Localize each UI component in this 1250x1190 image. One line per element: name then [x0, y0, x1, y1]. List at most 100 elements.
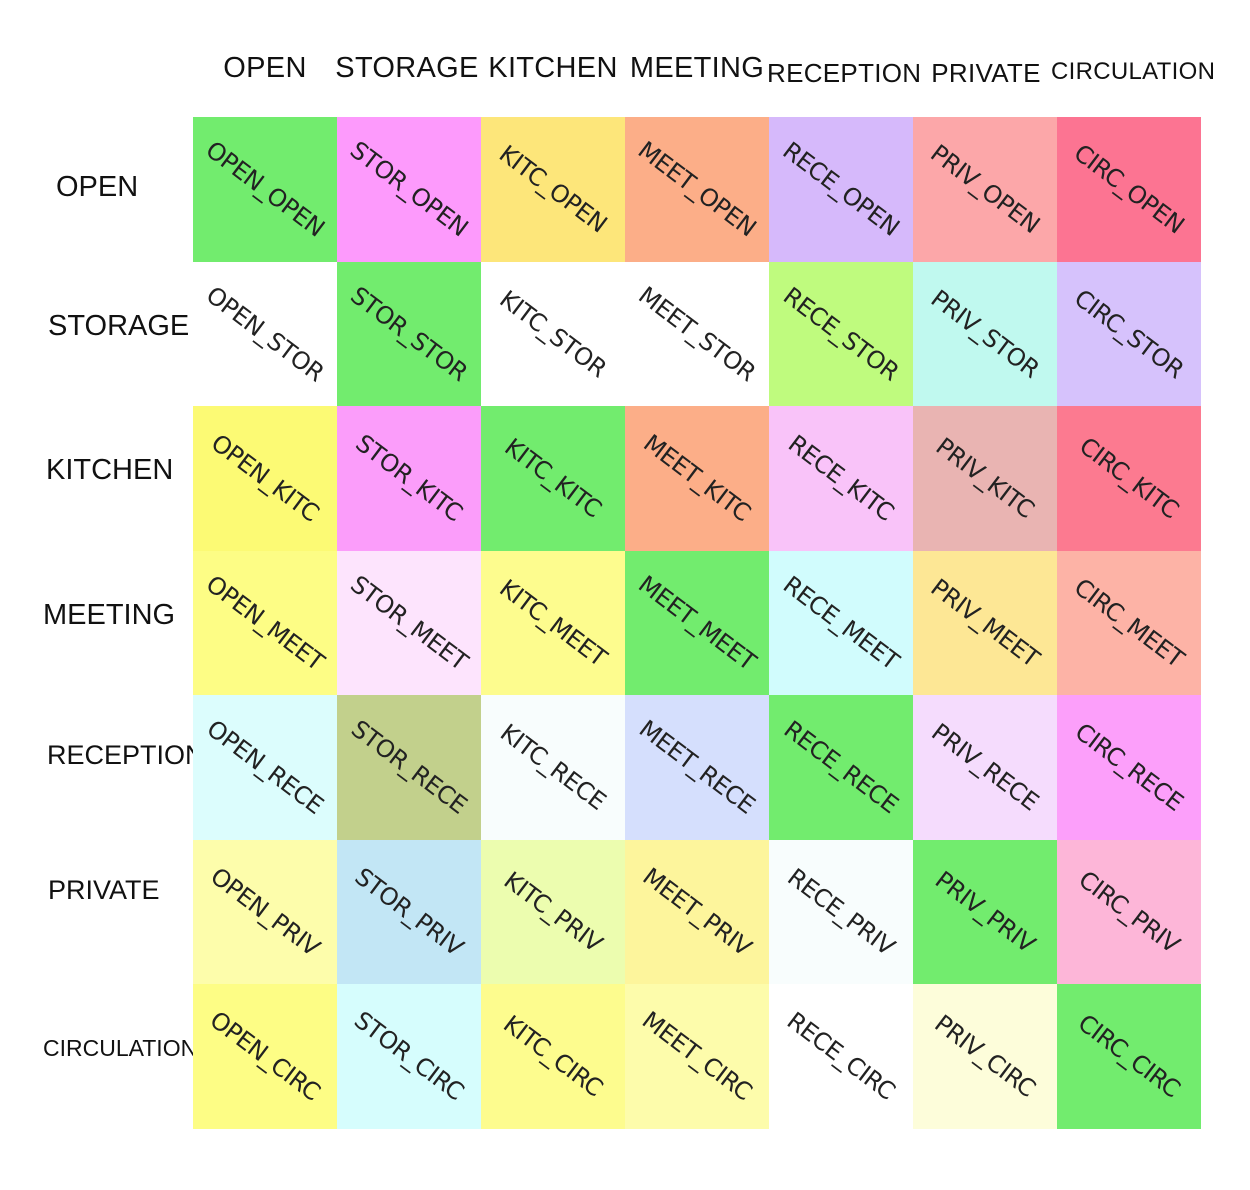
- matrix-cell-priv-stor: PRIV_STOR: [913, 261, 1057, 406]
- matrix-cell-rece-kitc: RECE_KITC: [769, 406, 913, 551]
- matrix-cell-label: RECE_STOR: [777, 281, 905, 387]
- matrix-cell-label: KITC_STOR: [494, 284, 612, 383]
- matrix-cell-label: CIRC_KITC: [1074, 432, 1184, 525]
- matrix-cell-circ-meet: CIRC_MEET: [1057, 550, 1201, 695]
- matrix-cell-label: OPEN_PRIV: [205, 861, 325, 962]
- matrix-cell-circ-circ: CIRC_CIRC: [1057, 984, 1201, 1129]
- matrix-cell-label: STOR_OPEN: [344, 136, 474, 243]
- matrix-cell-kitc-circ: KITC_CIRC: [481, 984, 625, 1129]
- matrix-cell-stor-open: STOR_OPEN: [337, 117, 481, 262]
- matrix-cell-rece-meet: RECE_MEET: [769, 550, 913, 695]
- matrix-cell-circ-stor: CIRC_STOR: [1057, 261, 1201, 406]
- matrix-cell-label: PRIV_PRIV: [929, 865, 1041, 959]
- matrix-cell-priv-open: PRIV_OPEN: [913, 117, 1057, 262]
- matrix-cell-open-priv: OPEN_PRIV: [193, 839, 337, 984]
- column-header-reception: RECEPTION: [767, 58, 922, 88]
- matrix-cell-kitc-meet: KITC_MEET: [481, 550, 625, 695]
- column-header-kitchen: KITCHEN: [488, 52, 618, 84]
- matrix-cell-kitc-stor: KITC_STOR: [481, 261, 625, 406]
- matrix-cell-circ-rece: CIRC_RECE: [1057, 695, 1201, 840]
- matrix-cell-circ-priv: CIRC_PRIV: [1057, 839, 1201, 984]
- matrix-cell-label: PRIV_MEET: [925, 573, 1045, 673]
- matrix-cell-label: PRIV_OPEN: [925, 139, 1045, 240]
- matrix-cell-meet-stor: MEET_STOR: [625, 261, 769, 406]
- matrix-cell-label: PRIV_CIRC: [929, 1009, 1041, 1104]
- row-headers: OPEN STORAGE KITCHEN MEETING RECEPTION PRIVAT…: [0, 0, 205, 1190]
- matrix-cell-open-meet: OPEN_MEET: [193, 550, 337, 695]
- matrix-cell-label: OPEN_STOR: [200, 280, 330, 387]
- adjacency-matrix: OPEN_OPEN STOR_OPEN KITC_OPEN MEET_OPEN RECE…: [193, 117, 1201, 1129]
- matrix-cell-label: CIRC_OPEN: [1068, 138, 1190, 240]
- matrix-cell-label: RECE_PRIV: [782, 862, 900, 961]
- matrix-cell-label: CIRC_CIRC: [1072, 1009, 1186, 1104]
- matrix-cell-label: MEET_CIRC: [636, 1006, 758, 1107]
- matrix-cell-stor-rece: STOR_RECE: [337, 695, 481, 840]
- matrix-cell-label: KITC_OPEN: [493, 139, 613, 239]
- matrix-cell-priv-priv: PRIV_PRIV: [913, 839, 1057, 984]
- matrix-cell-label: RECE_MEET: [777, 570, 905, 676]
- matrix-cell-label: OPEN_KITC: [205, 428, 325, 528]
- matrix-cell-stor-stor: STOR_STOR: [337, 261, 481, 406]
- matrix-cell-label: KITC_PRIV: [498, 865, 608, 958]
- matrix-cell-label: MEET_PRIV: [637, 862, 757, 962]
- matrix-cell-label: KITC_CIRC: [498, 1010, 608, 1103]
- row-header-meeting: MEETING: [43, 599, 176, 631]
- matrix-cell-label: CIRC_PRIV: [1073, 864, 1185, 959]
- matrix-cell-circ-open: CIRC_OPEN: [1057, 117, 1201, 262]
- matrix-cell-priv-rece: PRIV_RECE: [913, 695, 1057, 840]
- matrix-cell-label: OPEN_CIRC: [204, 1005, 326, 1107]
- matrix-cell-open-kitc: OPEN_KITC: [193, 406, 337, 551]
- matrix-cell-label: KITC_KITC: [499, 433, 607, 524]
- matrix-cell-priv-kitc: PRIV_KITC: [913, 406, 1057, 551]
- matrix-cell-label: RECE_RECE: [778, 715, 904, 820]
- column-header-circulation: CIRCULATION: [1051, 58, 1216, 85]
- row-header-circulation: CIRCULATION: [43, 1035, 198, 1061]
- matrix-cell-label: CIRC_STOR: [1069, 283, 1189, 384]
- matrix-cell-label: OPEN_MEET: [200, 569, 330, 676]
- column-header-storage: STORAGE: [335, 52, 479, 84]
- matrix-cell-priv-circ: PRIV_CIRC: [913, 984, 1057, 1129]
- column-header-meeting: MEETING: [629, 52, 765, 84]
- matrix-cell-circ-kitc: CIRC_KITC: [1057, 406, 1201, 551]
- matrix-cell-open-open: OPEN_OPEN: [193, 117, 337, 262]
- matrix-cell-kitc-open: KITC_OPEN: [481, 117, 625, 262]
- matrix-cell-label: STOR_STOR: [345, 280, 473, 387]
- matrix-cell-rece-open: RECE_OPEN: [769, 117, 913, 262]
- matrix-cell-kitc-priv: KITC_PRIV: [481, 839, 625, 984]
- matrix-cell-meet-kitc: MEET_KITC: [625, 406, 769, 551]
- matrix-cell-label: STOR_MEET: [345, 569, 473, 676]
- row-header-storage: STORAGE: [48, 310, 190, 342]
- matrix-cell-kitc-kitc: KITC_KITC: [481, 406, 625, 551]
- matrix-cell-label: RECE_CIRC: [781, 1006, 901, 1106]
- matrix-cell-rece-rece: RECE_RECE: [769, 695, 913, 840]
- matrix-cell-open-rece: OPEN_RECE: [193, 695, 337, 840]
- matrix-cell-label: STOR_RECE: [345, 714, 473, 820]
- matrix-cell-label: OPEN_OPEN: [200, 135, 330, 243]
- matrix-cell-meet-rece: MEET_RECE: [625, 695, 769, 840]
- matrix-cell-stor-kitc: STOR_KITC: [337, 406, 481, 551]
- matrix-cell-label: MEET_STOR: [633, 280, 761, 387]
- matrix-cell-label: CIRC_MEET: [1068, 572, 1190, 673]
- matrix-cell-label: MEET_OPEN: [632, 136, 762, 243]
- matrix-cell-priv-meet: PRIV_MEET: [913, 550, 1057, 695]
- matrix-cell-label: PRIV_STOR: [925, 284, 1045, 384]
- matrix-cell-meet-priv: MEET_PRIV: [625, 839, 769, 984]
- matrix-cell-rece-priv: RECE_PRIV: [769, 839, 913, 984]
- matrix-cell-stor-circ: STOR_CIRC: [337, 984, 481, 1129]
- matrix-cell-label: STOR_PRIV: [349, 862, 469, 962]
- row-header-kitchen: KITCHEN: [46, 454, 174, 486]
- column-header-private: PRIVATE: [931, 58, 1041, 88]
- matrix-cell-label: CIRC_RECE: [1069, 717, 1189, 817]
- matrix-cell-rece-stor: RECE_STOR: [769, 261, 913, 406]
- matrix-cell-stor-priv: STOR_PRIV: [337, 839, 481, 984]
- row-header-private: PRIVATE: [48, 875, 160, 905]
- column-header-open: OPEN: [223, 52, 307, 84]
- matrix-cell-label: STOR_KITC: [350, 429, 468, 528]
- matrix-cell-open-circ: OPEN_CIRC: [193, 984, 337, 1129]
- matrix-cell-stor-meet: STOR_MEET: [337, 550, 481, 695]
- matrix-cell-label: OPEN_RECE: [201, 714, 329, 820]
- matrix-cell-label: PRIV_KITC: [930, 432, 1040, 525]
- matrix-cell-meet-open: MEET_OPEN: [625, 117, 769, 262]
- matrix-cell-label: MEET_MEET: [633, 569, 761, 676]
- matrix-cell-meet-circ: MEET_CIRC: [625, 984, 769, 1129]
